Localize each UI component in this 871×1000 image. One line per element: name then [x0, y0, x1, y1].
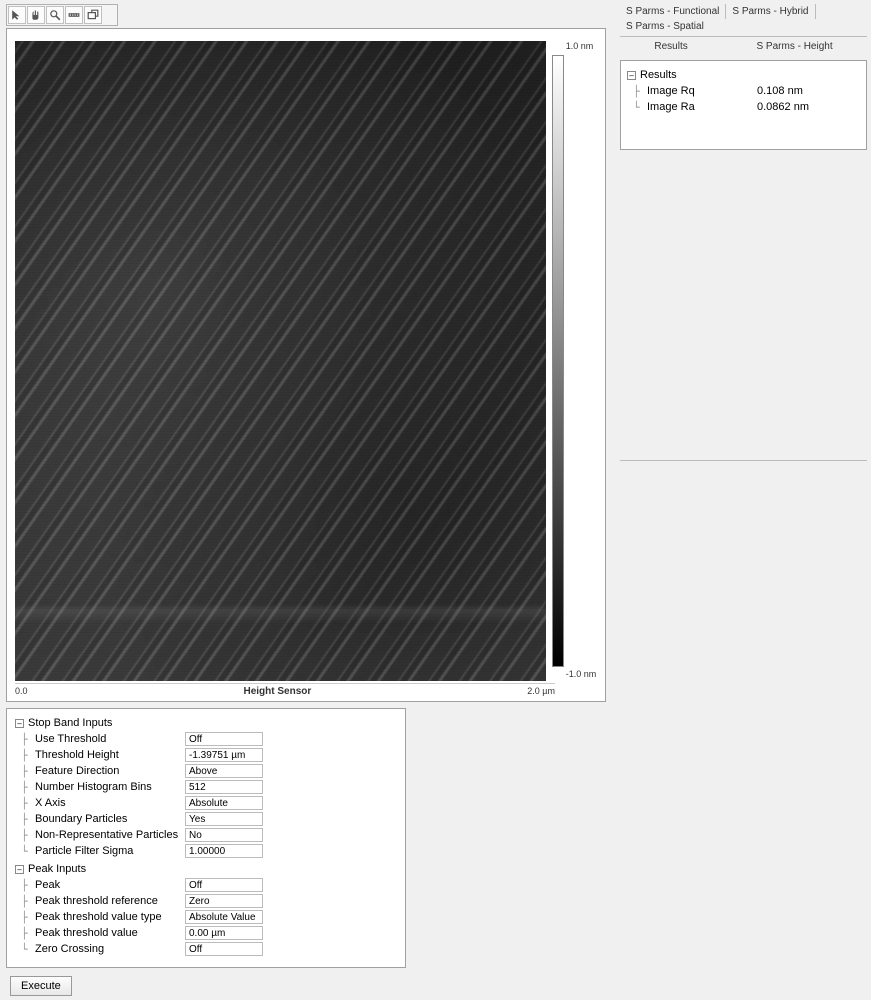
stop-band-param-label: Particle Filter Sigma	[35, 845, 185, 857]
stop-band-param-input[interactable]	[185, 796, 263, 810]
inputs-panel: – Stop Band Inputs ├Use Threshold├Thresh…	[6, 708, 406, 968]
tab-s-parms-hybrid[interactable]: S Parms - Hybrid	[726, 4, 815, 19]
tree-branch-icon: ├	[21, 765, 35, 778]
zoom-tool-button[interactable]	[46, 6, 64, 24]
tabs-row-1: S Parms - Functional S Parms - Hybrid S …	[620, 4, 867, 37]
x-axis-title: Height Sensor	[244, 686, 312, 697]
peak-param-input[interactable]	[185, 894, 263, 908]
tree-branch-icon: ├	[633, 85, 647, 98]
x-axis-min: 0.0	[15, 686, 28, 697]
tab-s-parms-spatial[interactable]: S Parms - Spatial	[620, 19, 710, 34]
pointer-tool-button[interactable]	[8, 6, 26, 24]
results-header: Results	[640, 69, 677, 81]
collapse-toggle-icon[interactable]: –	[15, 865, 24, 874]
colorbar-max-label: 1.0 nm	[566, 41, 594, 53]
tree-branch-icon: ├	[21, 813, 35, 826]
peak-param-label: Peak threshold value type	[35, 911, 185, 923]
tab-results[interactable]: Results	[648, 39, 693, 54]
result-value: 0.0862 nm	[757, 101, 827, 113]
result-label: Image Ra	[647, 101, 757, 113]
tree-row: ├Peak	[21, 877, 397, 893]
tree-row: ├Peak threshold value	[21, 925, 397, 941]
tree-row: ├Non-Representative Particles	[21, 827, 397, 843]
height-sensor-image[interactable]	[15, 41, 546, 681]
tree-row: ├Boundary Particles	[21, 811, 397, 827]
export-tool-button[interactable]	[84, 6, 102, 24]
peak-param-input[interactable]	[185, 878, 263, 892]
stop-band-param-label: Use Threshold	[35, 733, 185, 745]
stop-band-param-input[interactable]	[185, 844, 263, 858]
tree-row: ├Peak threshold reference	[21, 893, 397, 909]
tree-branch-icon: ├	[21, 911, 35, 924]
stop-band-param-label: Non-Representative Particles	[35, 829, 185, 841]
tree-row: ├Number Histogram Bins	[21, 779, 397, 795]
tree-branch-icon: └	[21, 845, 35, 858]
execute-button[interactable]: Execute	[10, 976, 72, 996]
tree-row: └Particle Filter Sigma	[21, 843, 397, 859]
colorbar: 1.0 nm -1.0 nm	[552, 41, 597, 681]
peak-param-input[interactable]	[185, 926, 263, 940]
results-panel: – Results ├Image Rq0.108 nm└Image Ra0.08…	[620, 60, 867, 150]
peak-param-input[interactable]	[185, 942, 263, 956]
tree-row: ├Feature Direction	[21, 763, 397, 779]
colorbar-gradient	[552, 55, 564, 667]
stop-band-param-input[interactable]	[185, 828, 263, 842]
tree-row: ├Use Threshold	[21, 731, 397, 747]
tabs-row-2: Results S Parms - Height	[620, 37, 867, 58]
stop-band-param-input[interactable]	[185, 732, 263, 746]
x-axis-max: 2.0 µm	[527, 686, 555, 697]
stop-band-param-input[interactable]	[185, 764, 263, 778]
peak-param-label: Peak threshold reference	[35, 895, 185, 907]
tree-branch-icon: ├	[21, 895, 35, 908]
tree-row: └Image Ra0.0862 nm	[633, 99, 860, 115]
tree-branch-icon: ├	[21, 927, 35, 940]
stop-band-param-label: Threshold Height	[35, 749, 185, 761]
tree-branch-icon: └	[21, 943, 35, 956]
stop-band-param-label: X Axis	[35, 797, 185, 809]
tree-branch-icon: └	[633, 101, 647, 114]
tree-branch-icon: ├	[21, 749, 35, 762]
stop-band-inputs-header: Stop Band Inputs	[28, 717, 112, 729]
peak-param-label: Peak	[35, 879, 185, 891]
tree-row: └Zero Crossing	[21, 941, 397, 957]
tree-row: ├Peak threshold value type	[21, 909, 397, 925]
peak-inputs-header: Peak Inputs	[28, 863, 86, 875]
result-label: Image Rq	[647, 85, 757, 97]
result-value: 0.108 nm	[757, 85, 827, 97]
collapse-toggle-icon[interactable]: –	[627, 71, 636, 80]
image-toolbar	[6, 4, 118, 26]
collapse-toggle-icon[interactable]: –	[15, 719, 24, 728]
colorbar-min-label: -1.0 nm	[566, 669, 597, 681]
tree-row: ├X Axis	[21, 795, 397, 811]
stop-band-param-input[interactable]	[185, 812, 263, 826]
panel-divider	[620, 460, 867, 461]
stop-band-param-input[interactable]	[185, 748, 263, 762]
stop-band-param-label: Feature Direction	[35, 765, 185, 777]
hand-tool-button[interactable]	[27, 6, 45, 24]
tree-row: ├Image Rq0.108 nm	[633, 83, 860, 99]
peak-param-label: Peak threshold value	[35, 927, 185, 939]
tree-branch-icon: ├	[21, 879, 35, 892]
stop-band-param-label: Number Histogram Bins	[35, 781, 185, 793]
stop-band-param-input[interactable]	[185, 780, 263, 794]
tree-branch-icon: ├	[21, 781, 35, 794]
x-axis: 0.0 Height Sensor 2.0 µm	[15, 683, 555, 697]
tree-branch-icon: ├	[21, 733, 35, 746]
tab-s-parms-functional[interactable]: S Parms - Functional	[620, 4, 726, 19]
tab-s-parms-height[interactable]: S Parms - Height	[750, 39, 838, 54]
tree-branch-icon: ├	[21, 797, 35, 810]
peak-param-input[interactable]	[185, 910, 263, 924]
stop-band-param-label: Boundary Particles	[35, 813, 185, 825]
tree-row: ├Threshold Height	[21, 747, 397, 763]
measure-tool-button[interactable]	[65, 6, 83, 24]
peak-param-label: Zero Crossing	[35, 943, 185, 955]
image-panel: 1.0 nm -1.0 nm 0.0 Height Sensor 2.0 µm	[6, 28, 606, 702]
tree-branch-icon: ├	[21, 829, 35, 842]
